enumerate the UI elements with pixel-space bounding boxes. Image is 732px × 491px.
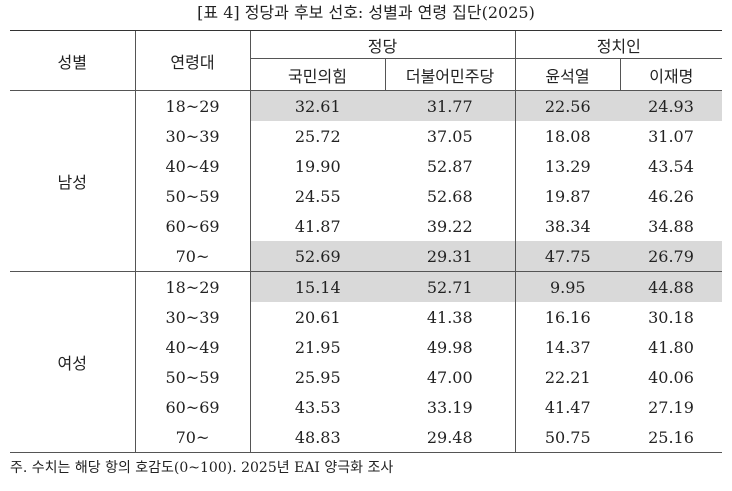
value-cell: 52.69 (249, 241, 385, 272)
value-cell: 29.48 (385, 422, 516, 453)
value-cell: 47.75 (514, 241, 621, 272)
group-cell: 남성 (10, 90, 135, 272)
table-row: 40~49 19.90 52.87 13.29 43.54 (10, 151, 722, 181)
value-cell: 31.77 (385, 90, 516, 121)
value-cell: 32.61 (249, 90, 385, 121)
value-cell: 24.93 (620, 90, 723, 121)
table-title: [표 4] 정당과 후보 선호: 성별과 연령 집단(2025) (197, 3, 535, 22)
value-cell: 30.18 (648, 307, 694, 327)
value-cell: 16.16 (514, 302, 621, 332)
header-cell: 이재명 (619, 58, 723, 91)
value-cell: 41.80 (648, 337, 694, 357)
value-cell: 27.19 (648, 397, 694, 417)
value-cell: 9.95 (514, 271, 621, 302)
value-cell: 19.90 (249, 151, 385, 181)
value-cell: 43.53 (249, 392, 385, 422)
age-cell: 50~59 (134, 181, 250, 211)
value-cell: 52.68 (426, 186, 473, 206)
value-cell: 48.83 (249, 422, 385, 453)
value-cell: 26.79 (620, 241, 723, 272)
value-cell: 18.08 (514, 121, 621, 151)
age-cell: 30~39 (134, 302, 250, 332)
value-cell: 33.19 (426, 397, 473, 417)
age-cell: 40~49 (134, 332, 250, 362)
value-cell: 49.98 (426, 337, 473, 357)
header-cell: 연령대 (134, 30, 250, 91)
footnote: 주. 수치는 해당 항의 호감도(0~100). 2025년 EAI 양극화 조… (10, 460, 394, 476)
value-cell: 21.95 (249, 332, 385, 362)
header-cell: 성별 (10, 30, 135, 91)
header-cell: 더불어민주당 (384, 58, 516, 91)
value-cell: 43.54 (648, 156, 694, 176)
value-cell: 47.00 (426, 367, 473, 387)
value-cell: 39.22 (426, 216, 473, 236)
group-cell: 여성 (10, 271, 135, 453)
value-cell: 13.29 (514, 151, 621, 181)
value-cell: 25.95 (249, 362, 385, 392)
table: 성별 연령대 정당 정치인 국민의힘 더불어민주당 윤석열 이재명 남성 18~2… (10, 30, 723, 453)
value-cell: 25.72 (249, 121, 385, 151)
table-row: 60~69 41.87 39.22 38.34 34.88 (10, 211, 722, 241)
value-cell: 15.14 (249, 271, 385, 302)
header-cell: 윤석열 (514, 58, 621, 91)
table-body: 남성 18~29 32.61 31.77 22.56 24.93 30~39 25.72 37.… (10, 90, 723, 453)
value-cell: 20.61 (249, 302, 385, 332)
table-row: 60~69 43.53 33.19 41.47 27.19 (10, 392, 722, 422)
value-cell: 34.88 (648, 216, 694, 236)
age-cell: 70~ (134, 422, 250, 453)
value-cell: 37.05 (426, 126, 473, 146)
table-row: 50~59 24.55 52.68 19.87 46.26 (10, 181, 722, 211)
value-cell: 41.47 (514, 392, 621, 422)
age-cell: 18~29 (134, 271, 250, 302)
value-cell: 22.56 (514, 90, 621, 121)
age-cell: 18~29 (134, 90, 250, 121)
table-row: 30~39 25.72 37.05 18.08 31.07 (10, 121, 722, 151)
value-cell: 29.31 (385, 241, 516, 272)
header-group: 정당 (249, 30, 516, 59)
value-cell: 50.75 (514, 422, 621, 453)
age-cell: 60~69 (134, 392, 250, 422)
value-cell: 19.87 (514, 181, 621, 211)
header-cell: 국민의힘 (249, 58, 385, 91)
value-cell: 25.16 (620, 422, 723, 453)
age-cell: 60~69 (134, 211, 250, 241)
header-group: 정치인 (514, 30, 723, 59)
age-cell: 40~49 (134, 151, 250, 181)
value-cell: 31.07 (648, 126, 694, 146)
table-row: 여성 18~29 15.14 52.71 9.95 44.88 (10, 271, 723, 453)
table-row: 50~59 25.95 47.00 22.21 40.06 (10, 362, 722, 392)
value-cell: 38.34 (514, 211, 621, 241)
table-row: 40~49 21.95 49.98 14.37 41.80 (10, 332, 722, 362)
value-cell: 52.71 (385, 271, 516, 302)
value-cell: 44.88 (620, 271, 723, 302)
value-cell: 24.55 (249, 181, 385, 211)
table-row: 30~39 20.61 41.38 16.16 30.18 (10, 302, 722, 332)
value-cell: 40.06 (648, 367, 694, 387)
value-cell: 41.38 (426, 307, 473, 327)
age-cell: 50~59 (134, 362, 250, 392)
age-cell: 30~39 (134, 121, 250, 151)
value-cell: 41.87 (249, 211, 385, 241)
value-cell: 14.37 (514, 332, 621, 362)
value-cell: 22.21 (514, 362, 621, 392)
table-row: 70~ 52.69 29.31 47.75 26.79 (10, 241, 723, 272)
table-row: 70~ 48.83 29.48 50.75 25.16 (10, 422, 723, 453)
value-cell: 46.26 (648, 186, 694, 206)
age-cell: 70~ (134, 241, 250, 272)
table-row: 남성 18~29 32.61 31.77 22.56 24.93 (10, 90, 723, 272)
value-cell: 52.87 (426, 156, 473, 176)
